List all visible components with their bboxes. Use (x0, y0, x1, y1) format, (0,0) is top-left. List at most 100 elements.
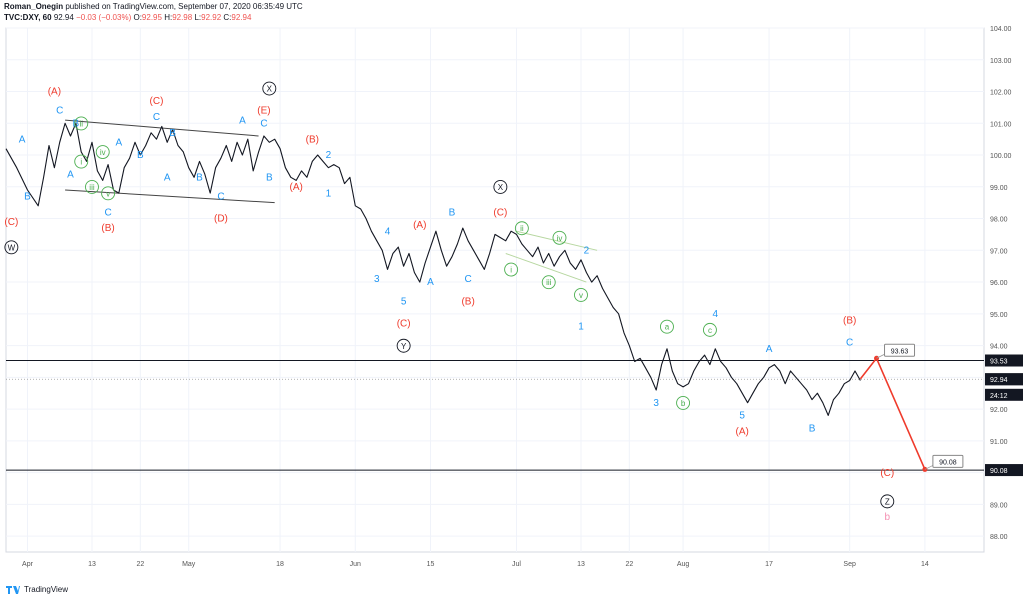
wave-label: B (24, 191, 31, 202)
wave-label-circle (676, 395, 691, 410)
wave-label: (A) (290, 182, 303, 193)
wave-label: 2 (584, 245, 590, 256)
wave-label: b (681, 399, 686, 408)
wave-label-circle (85, 180, 99, 194)
wave-label: 5 (739, 411, 745, 422)
wave-label: 3 (374, 274, 380, 285)
wave-label: (E) (257, 106, 270, 117)
wave-label: B (169, 128, 176, 139)
callout-label: 90.08 (939, 459, 957, 466)
wave-label-circle (4, 240, 19, 255)
level-tag (985, 464, 1023, 477)
wave-label: A (766, 344, 773, 355)
wave-label: (A) (48, 87, 61, 98)
x-tick-label: Jul (512, 561, 521, 568)
wave-label: B (449, 207, 456, 218)
x-tick-label: May (182, 561, 196, 568)
high-label: H: (164, 13, 173, 22)
y-tick-label: 88.00 (990, 534, 1008, 541)
wave-label: C (465, 274, 472, 285)
tradingview-logo-icon (6, 585, 20, 594)
y-tick-label: 97.00 (990, 248, 1008, 255)
level-tag-label: 93.53 (990, 359, 1008, 366)
wave-label: (C) (880, 468, 894, 479)
wave-label-circle (702, 322, 717, 337)
wave-label: (C) (397, 319, 411, 330)
x-tick-label: Sep (843, 561, 856, 568)
price-tag-label: 24:12 (990, 393, 1008, 400)
x-tick-label: 18 (276, 561, 284, 568)
price-series-line (5, 122, 861, 416)
channel-line (516, 230, 598, 251)
wave-label: (B) (843, 315, 856, 326)
wave-label: ii (520, 224, 524, 233)
x-tick-label: 22 (625, 561, 633, 568)
wave-label: v (579, 291, 583, 300)
high-value: 92.98 (172, 13, 193, 22)
chart-header: Roman_Onegin published on TradingView.co… (4, 1, 303, 23)
wave-label: (B) (306, 134, 319, 145)
channel-line (65, 189, 275, 204)
wave-label: iii (546, 278, 552, 287)
callout-pointer (876, 353, 885, 359)
wave-label-circle (880, 494, 895, 509)
wave-label: A (116, 138, 123, 149)
x-tick-label: Jun (350, 561, 361, 568)
y-tick-label: 99.00 (990, 185, 1008, 192)
x-tick-label: 14 (921, 561, 929, 568)
y-tick-label: 100.00 (990, 153, 1012, 160)
x-tick-label: Apr (22, 561, 34, 568)
wave-label: (C) (4, 217, 18, 228)
wave-label: (B) (461, 296, 474, 307)
y-tick-label: 102.00 (990, 90, 1012, 97)
wave-label: iv (557, 234, 563, 243)
wave-label: i (510, 266, 512, 275)
wave-label: 2 (326, 150, 332, 161)
price-change: −0.03 (−0.03%) (76, 13, 132, 22)
wave-label-circle (396, 338, 411, 353)
symbol-label: TVC:DXY, 60 (4, 13, 52, 22)
plot-area (5, 27, 985, 553)
price-tag-label: 92.94 (990, 377, 1008, 384)
callout-pointer (924, 465, 934, 470)
wave-label-circle (74, 116, 89, 131)
brand-name: TradingView (24, 585, 69, 594)
wave-label-circle (262, 81, 277, 96)
last-price: 92.94 (53, 13, 74, 22)
wave-label: (B) (101, 223, 114, 234)
wave-label-circle (504, 262, 519, 277)
ohlc-line: TVC:DXY, 60 92.94 −0.03 (−0.03%) O:92.95… (4, 12, 303, 23)
close-value: 92.94 (231, 13, 252, 22)
wave-label: A (67, 169, 74, 180)
y-tick-label: 103.00 (990, 58, 1012, 65)
x-tick-label: 13 (88, 561, 96, 568)
wave-label: C (260, 118, 267, 129)
footer-brand[interactable]: TradingView (6, 585, 68, 594)
wave-label: A (427, 277, 434, 288)
price-tag (985, 388, 1023, 401)
y-tick-label: 94.00 (990, 344, 1008, 351)
callout-label: 93.63 (891, 348, 909, 355)
wave-label: W (8, 243, 16, 252)
y-tick-label: 89.00 (990, 502, 1008, 509)
wave-label: X (498, 183, 504, 192)
wave-label: C (217, 191, 224, 202)
wave-label: (D) (214, 214, 228, 225)
low-label: L: (194, 13, 202, 22)
wave-label: B (196, 172, 203, 183)
wave-label-circle (95, 145, 110, 159)
wave-label: i (80, 158, 82, 167)
wave-label: b (884, 512, 890, 523)
x-tick-label: 15 (427, 561, 435, 568)
low-value: 92.92 (201, 13, 222, 22)
author-name[interactable]: Roman_Onegin (4, 2, 64, 11)
level-tag-label: 90.08 (990, 468, 1008, 475)
y-tick-label: 104.00 (990, 26, 1012, 33)
wave-label: a (665, 323, 670, 332)
y-tick-label: 91.00 (990, 439, 1008, 446)
wave-label-circle (74, 154, 89, 169)
wave-label: 4 (385, 226, 391, 237)
y-tick-label: 98.00 (990, 217, 1008, 224)
price-tag (985, 373, 1023, 386)
